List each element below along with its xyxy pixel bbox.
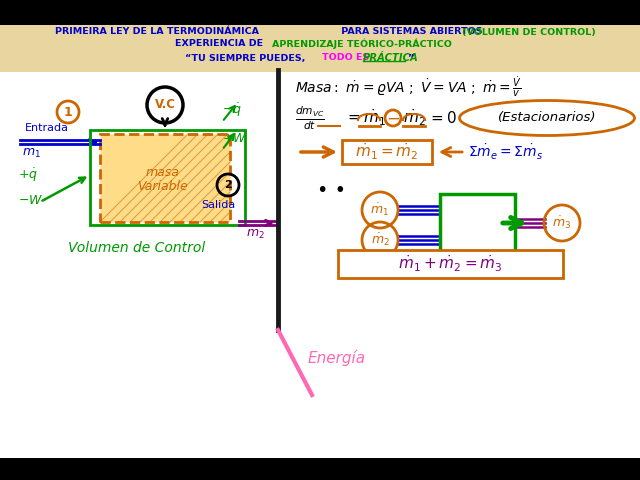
FancyBboxPatch shape — [338, 250, 563, 278]
Text: PRÁCTICA: PRÁCTICA — [363, 53, 419, 63]
FancyBboxPatch shape — [0, 72, 640, 458]
Text: PARA SISTEMAS ABIERTOS: PARA SISTEMAS ABIERTOS — [338, 27, 486, 36]
Text: V.C: V.C — [154, 98, 175, 111]
Text: $+\dot{q}$: $+\dot{q}$ — [18, 166, 38, 184]
Text: $\mathit{Masa}:\ \dot{m}=\varrho VA\ ;\ \dot{V}=VA\ ;\ \dot{m}=\frac{\dot{V}}{v}: $\mathit{Masa}:\ \dot{m}=\varrho VA\ ;\ … — [295, 75, 522, 99]
Text: • •: • • — [317, 180, 346, 200]
Text: $\dot{m}_2$: $\dot{m}_2$ — [246, 225, 264, 241]
Text: $= \dot{m}_1$: $= \dot{m}_1$ — [345, 108, 387, 128]
FancyBboxPatch shape — [342, 140, 432, 164]
Text: Energía: Energía — [308, 350, 366, 366]
Text: $\dot{m}_1$: $\dot{m}_1$ — [371, 202, 390, 218]
Text: 1: 1 — [63, 106, 72, 119]
Text: Salida: Salida — [201, 200, 235, 210]
Text: EXPERIENCIA DE: EXPERIENCIA DE — [175, 39, 266, 48]
Text: $-\dot{q}$: $-\dot{q}$ — [222, 101, 242, 119]
Text: $\frac{dm_{VC}}{dt}$: $\frac{dm_{VC}}{dt}$ — [295, 104, 325, 132]
Text: 2: 2 — [224, 180, 232, 190]
Text: (VOLUMEN DE CONTROL): (VOLUMEN DE CONTROL) — [462, 27, 596, 36]
Text: $\dot{m}_1 = \dot{m}_2$: $\dot{m}_1 = \dot{m}_2$ — [355, 142, 419, 162]
Text: $\dot{m}_2$: $\dot{m}_2$ — [403, 108, 426, 128]
Text: $\dot{m}_3$: $\dot{m}_3$ — [552, 215, 572, 231]
Text: Variable: Variable — [136, 180, 188, 193]
Text: APRENDIZAJE TEÓRICO-PRÁCTICO: APRENDIZAJE TEÓRICO-PRÁCTICO — [272, 39, 452, 49]
Text: Entrada: Entrada — [25, 123, 69, 133]
Text: $+W$: $+W$ — [222, 132, 247, 144]
Text: $-W$: $-W$ — [18, 193, 44, 206]
Text: $= 0$: $= 0$ — [428, 110, 458, 126]
Text: Volumen de Control: Volumen de Control — [68, 241, 205, 255]
Text: (Estacionarios): (Estacionarios) — [498, 111, 596, 124]
Text: $\dot{m}_2$: $\dot{m}_2$ — [371, 232, 390, 248]
Text: $\dot{m}_1 + \dot{m}_2 = \dot{m}_3$: $\dot{m}_1 + \dot{m}_2 = \dot{m}_3$ — [397, 254, 502, 274]
Text: TODO ES: TODO ES — [322, 53, 372, 62]
Text: “TU SIEMPRE PUEDES,: “TU SIEMPRE PUEDES, — [185, 53, 308, 62]
Text: masa: masa — [145, 166, 179, 179]
Text: $\dot{m}_1$: $\dot{m}_1$ — [22, 144, 41, 160]
FancyBboxPatch shape — [440, 194, 515, 252]
Text: $-$: $-$ — [386, 109, 400, 127]
Text: $\Sigma\dot{m}_e = \Sigma\dot{m}_s$: $\Sigma\dot{m}_e = \Sigma\dot{m}_s$ — [468, 143, 543, 162]
Text: PRIMEIRA LEY DE LA TERMODINÁMICA: PRIMEIRA LEY DE LA TERMODINÁMICA — [55, 27, 259, 36]
FancyBboxPatch shape — [100, 134, 230, 222]
FancyBboxPatch shape — [0, 25, 640, 72]
Text: ”: ” — [407, 53, 413, 62]
